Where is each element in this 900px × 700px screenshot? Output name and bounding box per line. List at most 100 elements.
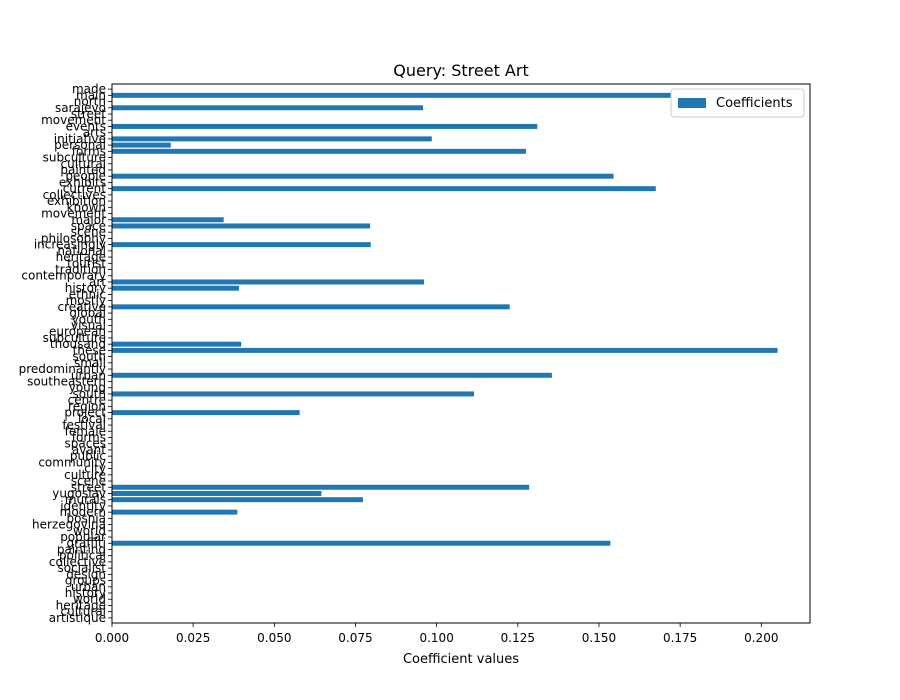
y-tick-label: subculture: [43, 151, 106, 165]
y-tick-label: ethnic: [69, 287, 106, 301]
bar: [112, 186, 656, 192]
y-tick-label: scene: [71, 474, 106, 488]
y-tick-label: main: [76, 88, 106, 102]
y-tick-label: popular: [60, 530, 106, 544]
plot-frame: [111, 83, 811, 624]
y-tick-label: major: [71, 213, 106, 227]
y-tick-label: current: [63, 182, 107, 196]
y-tick-label: mostly: [66, 294, 106, 308]
y-tick-label: modern: [60, 505, 106, 519]
bar: [112, 372, 552, 378]
y-tick-label: identity: [60, 499, 106, 513]
y-tick-label: philosophy: [41, 231, 106, 245]
y-tick-label: socialist: [57, 561, 106, 575]
bar: [112, 497, 363, 503]
y-tick-label: people: [65, 169, 106, 183]
y-tick-label: sarajevo: [55, 101, 106, 115]
bar: [112, 490, 322, 496]
y-tick-label: art: [89, 275, 106, 289]
y-tick-label: public: [70, 449, 106, 463]
bar: [112, 540, 611, 546]
y-tick-label: forms: [72, 430, 106, 444]
bar: [112, 92, 757, 98]
y-tick-label: southeastern: [27, 374, 106, 388]
y-tick-label: these: [73, 343, 106, 357]
x-tick-label: 0.075: [338, 631, 372, 645]
y-tick-label: world: [73, 592, 106, 606]
y-tick-label: collectives: [43, 188, 106, 202]
y-tick-label: made: [72, 82, 106, 96]
legend-label: Coefficients: [716, 96, 793, 111]
y-tick-label: arts: [83, 126, 106, 140]
y-tick-label: world: [73, 524, 106, 538]
bar: [112, 509, 238, 515]
y-tick-label: increasingly: [34, 238, 106, 252]
y-tick-label: community: [38, 455, 106, 469]
y-tick-label: creative: [57, 300, 106, 314]
y-tick-label: avant: [72, 443, 106, 457]
x-tick-label: 0.000: [95, 631, 129, 645]
y-tick-label: cultural: [61, 605, 106, 619]
y-tick-label: cultural: [61, 157, 106, 171]
y-tick-label: forms: [72, 144, 106, 158]
legend-box: [670, 88, 805, 118]
y-tick-label: subculture: [43, 331, 106, 345]
y-tick-label: bosnia: [66, 511, 106, 525]
y-tick-label: scene: [71, 225, 106, 239]
y-tick-label: national: [57, 244, 106, 258]
x-tick-label: 0.100: [419, 631, 453, 645]
legend-swatch: [678, 98, 706, 108]
y-tick-label: south: [72, 387, 106, 401]
y-tick-label: painted: [60, 163, 106, 177]
x-tick-label: 0.200: [744, 631, 778, 645]
y-tick-label: collective: [49, 555, 106, 569]
bar: [112, 341, 242, 347]
y-tick-label: thousand: [50, 337, 106, 351]
bar: [112, 217, 224, 223]
y-tick-label: movement: [41, 207, 106, 221]
bar: [112, 123, 538, 129]
y-tick-label: known: [67, 200, 106, 214]
y-tick-label: space: [71, 219, 106, 233]
y-tick-label: street: [71, 480, 106, 494]
y-tick-label: herzegovina: [32, 518, 106, 532]
x-tick-label: 0.025: [176, 631, 210, 645]
y-tick-label: street: [71, 107, 106, 121]
bar: [112, 347, 778, 353]
y-tick-label: political: [59, 549, 106, 563]
bar: [112, 391, 474, 397]
y-axis-ticks: artistiqueculturalheritageworldhistoryur…: [19, 82, 112, 625]
y-tick-label: centre: [68, 393, 106, 407]
y-tick-label: exhibition: [47, 194, 106, 208]
bar: [112, 223, 371, 229]
y-tick-label: painting: [57, 542, 106, 556]
x-tick-label: 0.050: [257, 631, 291, 645]
bar: [112, 410, 300, 416]
bar: [112, 304, 510, 310]
bar: [112, 105, 424, 111]
y-tick-label: tourist: [67, 256, 106, 270]
y-tick-label: urban: [71, 580, 106, 594]
y-tick-label: predominantly: [19, 362, 106, 376]
y-tick-label: heritage: [56, 250, 106, 264]
bar: [112, 279, 424, 285]
y-tick-label: personal: [54, 138, 106, 152]
y-tick-label: culture: [64, 468, 106, 482]
legend: Coefficients: [670, 88, 805, 118]
x-tick-label: 0.175: [663, 631, 697, 645]
y-tick-label: urban: [71, 368, 106, 382]
y-tick-label: festival: [62, 418, 106, 432]
y-tick-label: initiative: [54, 132, 106, 146]
y-tick-label: design: [66, 567, 106, 581]
y-tick-label: small: [74, 356, 106, 370]
y-tick-label: young: [69, 381, 106, 395]
y-tick-label: visual: [71, 319, 106, 333]
y-tick-label: north: [74, 95, 106, 109]
bar: [112, 136, 432, 142]
y-tick-label: south: [72, 350, 106, 364]
bar-group: [112, 92, 778, 546]
y-tick-label: region: [68, 399, 106, 413]
y-tick-label: groups: [65, 574, 106, 588]
bar: [112, 285, 239, 291]
y-tick-label: heritage: [56, 598, 106, 612]
